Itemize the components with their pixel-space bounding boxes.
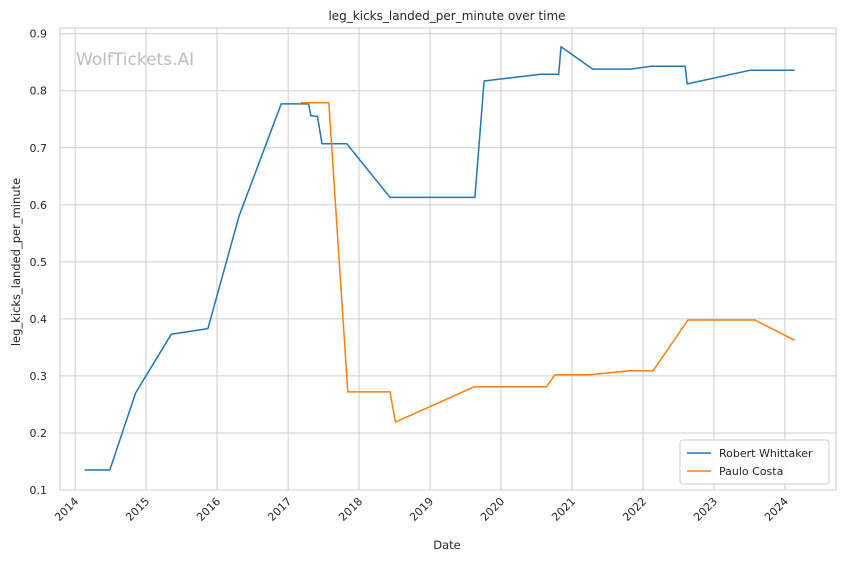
x-tick-label: 2022: [620, 495, 649, 524]
x-tick-label: 2017: [265, 495, 294, 524]
y-tick-label: 0.5: [30, 256, 48, 269]
legend-label-robert-whittaker: Robert Whittaker: [719, 447, 813, 460]
chart-title: leg_kicks_landed_per_minute over time: [328, 9, 565, 23]
y-tick-label: 0.8: [30, 85, 48, 98]
y-axis-label: leg_kicks_landed_per_minute: [9, 178, 23, 346]
legend: Robert Whittaker Paulo Costa: [679, 439, 830, 485]
series-lines: [84, 46, 796, 471]
x-tick-label: 2021: [549, 495, 578, 524]
y-tick-label: 0.6: [30, 199, 48, 212]
x-tick-label: 2023: [691, 495, 720, 524]
series-line-robert-whittaker: [84, 46, 795, 471]
series-line-paulo-costa: [300, 101, 796, 423]
y-tick-label: 0.1: [30, 484, 48, 497]
watermark: WolfTickets.AI: [76, 50, 194, 70]
x-tick-label: 2015: [123, 495, 152, 524]
x-tick-label: 2020: [478, 495, 507, 524]
y-axis-ticks: 0.1 0.2 0.3 0.4 0.5 0.6 0.7 0.8 0.9: [30, 28, 48, 497]
y-tick-label: 0.2: [30, 427, 48, 440]
x-tick-label: 2018: [336, 495, 365, 524]
plot-area: [59, 27, 837, 491]
y-tick-label: 0.4: [30, 313, 48, 326]
x-tick-label: 2014: [52, 495, 81, 524]
legend-box: [679, 439, 830, 485]
legend-label-paulo-costa: Paulo Costa: [719, 465, 783, 478]
y-tick-label: 0.3: [30, 370, 48, 383]
x-tick-label: 2019: [407, 495, 436, 524]
y-tick-label: 0.9: [30, 28, 48, 41]
x-axis-label: Date: [433, 538, 461, 552]
y-tick-label: 0.7: [30, 142, 48, 155]
x-tick-label: 2016: [194, 495, 223, 524]
grid: [60, 28, 836, 491]
x-axis-ticks: 2014 2015 2016 2017 2018 2019 2020 2021 2022 2023…: [52, 495, 791, 524]
x-tick-label: 2024: [762, 495, 791, 524]
